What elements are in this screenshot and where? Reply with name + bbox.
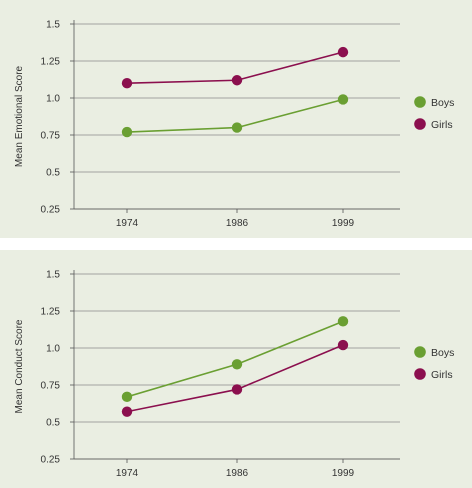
data-point-boys: [231, 122, 243, 133]
data-point-girls: [231, 75, 243, 86]
y-tick-label: 0.75: [41, 381, 61, 392]
x-tick-label: 1974: [116, 218, 139, 229]
legend-label-boys: Boys: [431, 97, 454, 109]
y-tick-label: 1.0: [46, 94, 60, 105]
conduct-score-chart: 0.25 0.5 0.75 1.0 1.25 1.5 1974 1986 1999 Mean Co…: [14, 270, 454, 480]
data-point-girls: [337, 46, 349, 58]
legend-marker-boys: [414, 96, 426, 108]
legend-label-boys: Boys: [431, 347, 454, 359]
y-tick-label: 0.5: [46, 168, 60, 179]
data-point-boys: [337, 316, 349, 327]
y-tick-label: 1.25: [41, 307, 61, 318]
x-tick-label: 1986: [226, 218, 249, 229]
data-point-boys: [121, 126, 133, 138]
emotional-score-chart: 0.25 0.5 0.75 1.0 1.25 1.5 1974 1986 1999 Mean Em…: [14, 20, 454, 230]
conduct-score-chart-panel: 0.25 0.5 0.75 1.0 1.25 1.5 1974 1986 1999 Mean Co…: [0, 250, 472, 488]
x-tick-label: 1986: [226, 468, 249, 479]
y-axis-title: Mean Conduct Score: [14, 319, 25, 413]
emotional-score-chart-panel: 0.25 0.5 0.75 1.0 1.25 1.5 1974 1986 1999 Mean Em…: [0, 0, 472, 238]
legend-marker-girls: [414, 368, 426, 380]
legend-marker-girls: [414, 118, 426, 130]
data-point-girls: [231, 384, 243, 395]
legend-label-girls: Girls: [431, 119, 453, 131]
x-tick-label: 1999: [332, 468, 355, 479]
y-tick-label: 1.25: [41, 57, 61, 68]
data-point-boys: [121, 391, 133, 403]
y-tick-label: 0.25: [41, 205, 61, 216]
y-tick-label: 1.5: [46, 20, 60, 31]
y-tick-label: 1.5: [46, 270, 60, 281]
x-tick-label: 1974: [116, 468, 139, 479]
series-line-girls: [126, 344, 344, 413]
data-point-boys: [231, 359, 243, 370]
data-point-girls: [337, 339, 349, 351]
y-tick-label: 0.5: [46, 418, 60, 429]
y-tick-label: 0.25: [41, 455, 61, 466]
legend-label-girls: Girls: [431, 369, 453, 381]
y-axis-title: Mean Emotional Score: [14, 65, 25, 167]
data-point-boys: [337, 94, 349, 105]
y-tick-label: 1.0: [46, 344, 60, 355]
x-tick-label: 1999: [332, 218, 355, 229]
data-point-girls: [121, 406, 133, 417]
y-tick-label: 0.75: [41, 131, 61, 142]
legend-marker-boys: [414, 346, 426, 358]
data-point-girls: [121, 78, 133, 89]
